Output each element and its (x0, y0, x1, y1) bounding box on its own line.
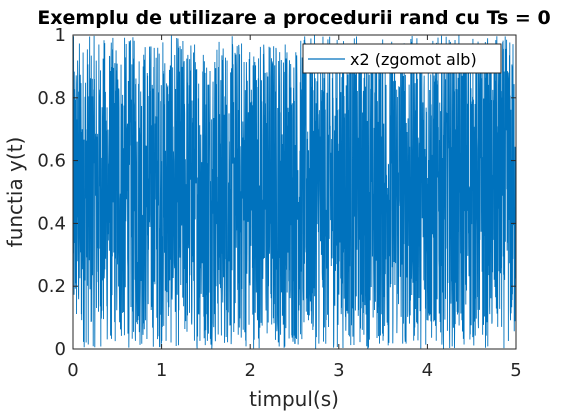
series-group (72, 35, 517, 349)
chart-title: Exemplu de utilizare a procedurii rand c… (37, 7, 550, 29)
legend-series-label: x2 (zgomot alb) (350, 50, 477, 69)
y-tick-label: 0 (55, 339, 66, 360)
series-line-0 (72, 35, 517, 349)
axes-box (72, 34, 517, 350)
y-tick-label: 1 (55, 25, 66, 46)
x-axis-label: timpul(s) (249, 387, 339, 411)
x-tick-label: 0 (67, 360, 78, 381)
x-tick-label: 5 (510, 360, 521, 381)
y-tick-label: 0.2 (37, 276, 66, 297)
y-axis-label: functia y(t) (3, 137, 27, 248)
x-tick-label: 3 (333, 360, 344, 381)
x-tick-label: 2 (244, 360, 255, 381)
y-tick-label: 0.4 (37, 213, 66, 234)
x-tick-label: 4 (422, 360, 433, 381)
x-tick-label: 1 (156, 360, 167, 381)
x-axis-ticks: 0 1 2 3 4 5 (67, 35, 522, 381)
y-tick-label: 0.6 (37, 151, 66, 172)
legend: x2 (zgomot alb) (302, 43, 502, 74)
y-tick-label: 0.8 (37, 88, 66, 109)
y-axis-ticks: 0 0.2 0.4 0.6 0.8 1 (37, 25, 516, 360)
